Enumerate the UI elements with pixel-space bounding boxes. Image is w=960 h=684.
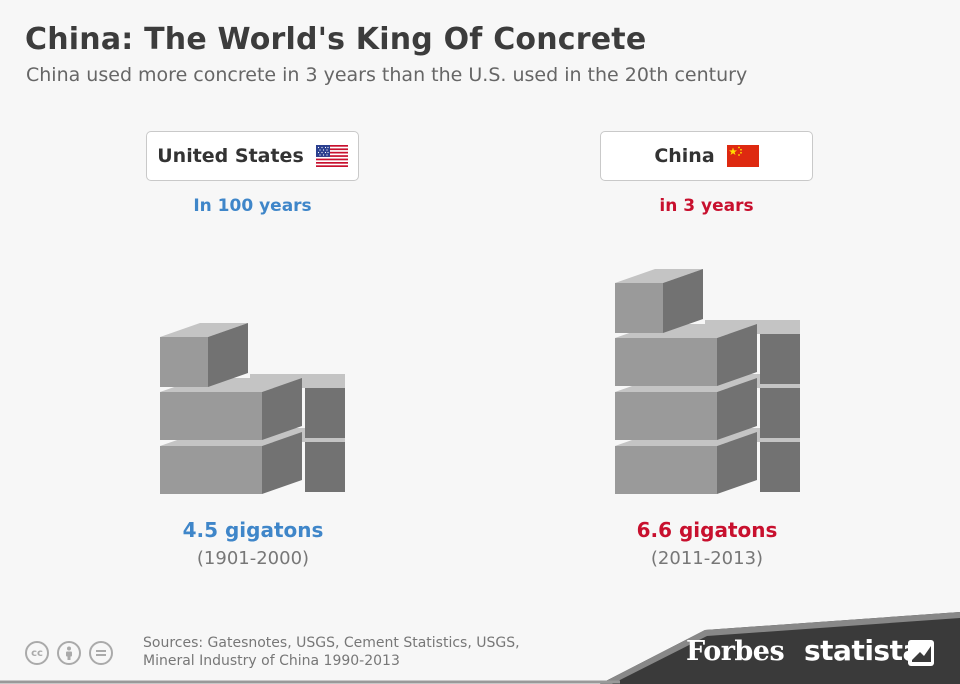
us-block-front-1 xyxy=(160,378,302,440)
us-country-name: United States xyxy=(157,145,304,167)
license-icons: cc xyxy=(25,641,113,665)
us-years-label: (1901-2000) xyxy=(196,548,310,569)
attribution-icon[interactable] xyxy=(57,641,81,665)
sources-line-2: Mineral Industry of China 1990-2013 xyxy=(143,653,400,669)
statista-mark-icon[interactable] xyxy=(908,640,934,666)
china-block-front-1-front xyxy=(615,392,717,440)
china-block-back-2-front xyxy=(760,334,800,384)
us-block-cube-side xyxy=(208,323,248,387)
china-years-label: (2011-2013) xyxy=(650,548,764,569)
us-block-front-1-side xyxy=(262,378,302,440)
us-block-front-0-side xyxy=(262,432,302,494)
china-period-label: in 3 years xyxy=(659,196,754,216)
us-country-label: United States xyxy=(146,131,359,181)
sources-line-1: Sources: Gatesnotes, USGS, Cement Statis… xyxy=(143,635,520,651)
no-derivatives-icon[interactable] xyxy=(89,641,113,665)
china-country-name: China xyxy=(654,145,715,167)
sources-text: Sources: Gatesnotes, USGS, Cement Statis… xyxy=(143,634,563,670)
china-block-front-1-side xyxy=(717,378,757,440)
us-block-back-1 xyxy=(305,388,345,438)
us-block-back-0 xyxy=(305,442,345,492)
us-block-cube xyxy=(160,323,248,387)
us-block-cube-top xyxy=(160,323,248,337)
china-block-cube xyxy=(615,269,703,333)
china-block-stack xyxy=(615,269,800,494)
china-block-back-1-front xyxy=(760,388,800,438)
china-block-front-2-front xyxy=(615,338,717,386)
us-period-label: In 100 years xyxy=(193,196,312,216)
us-block-front-1-front xyxy=(160,392,262,440)
china-block-cube-side xyxy=(663,269,703,333)
creative-commons-icon[interactable]: cc xyxy=(25,641,49,665)
china-block-front-0-side xyxy=(717,432,757,494)
us-block-front-0-front xyxy=(160,446,262,494)
forbes-logo[interactable]: Forbes xyxy=(686,636,785,667)
china-block-back-0 xyxy=(760,442,800,492)
china-block-back-2 xyxy=(760,334,800,384)
us-flag-icon xyxy=(315,145,348,167)
china-block-cube-top xyxy=(615,269,703,283)
china-block-cube-front xyxy=(615,283,663,333)
china-block-back-1 xyxy=(760,388,800,438)
us-value-label: 4.5 gigatons xyxy=(182,518,324,542)
china-value-label: 6.6 gigatons xyxy=(636,518,778,542)
us-block-stack xyxy=(160,323,345,494)
page-title: China: The World's King Of Concrete xyxy=(25,22,647,57)
china-country-label: China xyxy=(600,131,813,181)
us-block-back-1-front xyxy=(305,388,345,438)
china-flag-icon xyxy=(726,145,759,167)
china-block-back-0-front xyxy=(760,442,800,492)
us-block-cube-front xyxy=(160,337,208,387)
us-block-back-0-front xyxy=(305,442,345,492)
china-block-front-0-front xyxy=(615,446,717,494)
china-block-front-2-side xyxy=(717,324,757,386)
statista-logo[interactable]: statista xyxy=(804,634,921,667)
page-subtitle: China used more concrete in 3 years than… xyxy=(26,64,748,86)
